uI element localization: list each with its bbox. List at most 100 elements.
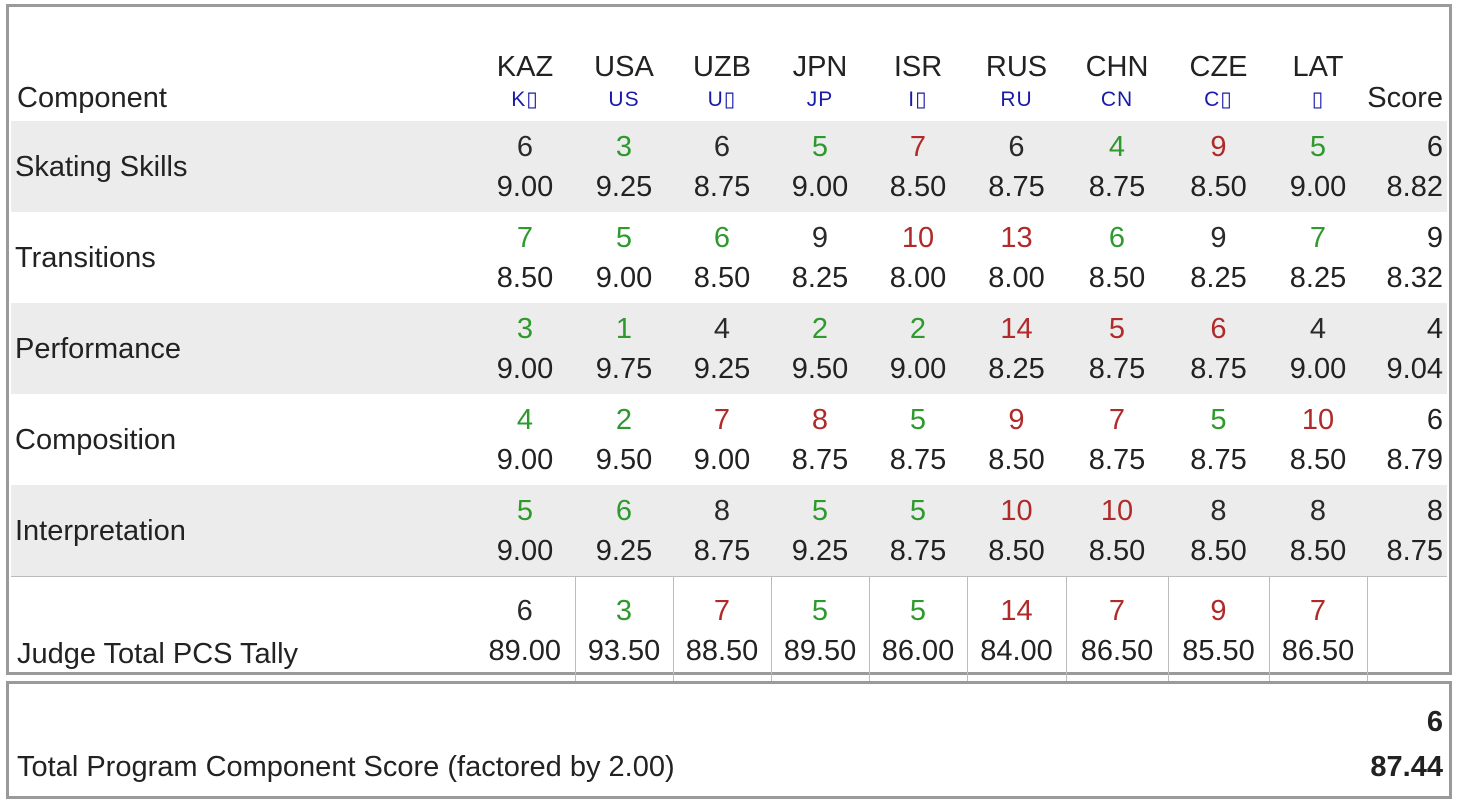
- judge-mark: 8.00: [988, 261, 1045, 294]
- component-score-cell: 9 8.32: [1367, 212, 1447, 303]
- judge-rank: 10: [1301, 403, 1335, 436]
- tally-rank: 7: [1108, 595, 1126, 627]
- judge-rank: 5: [516, 494, 534, 527]
- judge-cell: 1 9.75: [575, 303, 673, 394]
- score-value: 8.75: [1386, 534, 1443, 567]
- judge-cell: 5 8.75: [869, 394, 967, 485]
- judge-cell: 6 9.00: [475, 121, 575, 212]
- judge-mark: 9.00: [496, 352, 554, 385]
- score-rank: 8: [1426, 494, 1443, 527]
- total-panel: 6 Total Program Component Score (factore…: [6, 681, 1452, 799]
- judge-mark: 8.75: [1088, 170, 1146, 203]
- score-rank: 9: [1426, 221, 1443, 254]
- tally-cell: 7 86.50: [1268, 576, 1367, 685]
- judge-mark: 8.50: [889, 170, 947, 203]
- judge-cell: 9 8.50: [967, 394, 1066, 485]
- judge-mark: 8.50: [1289, 443, 1347, 476]
- judge-cell: 10 8.50: [1066, 485, 1168, 577]
- judge-cell: 4 9.25: [673, 303, 771, 394]
- judge-rank: 6: [615, 494, 633, 527]
- judge-mark: 9.75: [595, 352, 653, 385]
- component-row: Transitions 7 8.50 5 9.00 6 8.50 9 8.25 10 8.00 13 8…: [11, 212, 1447, 303]
- header-row: Component KAZ K▯ USA US UZB U▯ JPN: [11, 7, 1447, 121]
- judge-cell: 7 9.00: [673, 394, 771, 485]
- country-code: CZE: [1189, 51, 1248, 83]
- tally-rank: 7: [713, 595, 731, 627]
- judge-rank: 5: [1210, 403, 1227, 436]
- judge-mark: 8.00: [889, 261, 947, 294]
- judge-rank: 2: [811, 312, 829, 345]
- judge-mark: 9.00: [496, 534, 554, 567]
- judge-header-lat: LAT ▯: [1269, 7, 1367, 121]
- country-code: KAZ: [496, 51, 554, 83]
- judge-cell: 10 8.50: [967, 485, 1066, 577]
- judge-cell: 2 9.50: [771, 303, 869, 394]
- tally-mark: 86.50: [1080, 635, 1154, 667]
- country-code: RUS: [985, 51, 1048, 83]
- judge-rank: 6: [713, 130, 731, 163]
- judge-cell: 8 8.50: [1168, 485, 1269, 577]
- judge-cell: 6 8.75: [673, 121, 771, 212]
- judge-rank: 9: [1210, 221, 1227, 254]
- tally-cell: 7 86.50: [1065, 576, 1168, 685]
- judge-cell: 8 8.75: [673, 485, 771, 577]
- component-row: Skating Skills 6 9.00 3 9.25 6 8.75 5 9.00 7 8.50 6…: [11, 121, 1447, 212]
- component-header: Component: [17, 82, 167, 114]
- judge-mark: 9.00: [1289, 352, 1347, 385]
- judge-header-uzb: UZB U▯: [673, 7, 771, 121]
- judge-cell: 13 8.00: [967, 212, 1066, 303]
- total-label: Total Program Component Score (factored …: [17, 751, 675, 783]
- judge-header-usa: USA US: [575, 7, 673, 121]
- component-name: Transitions: [15, 241, 156, 274]
- judge-mark: 8.50: [988, 443, 1045, 476]
- tally-empty-cell: [1366, 576, 1447, 685]
- component-name: Composition: [15, 423, 177, 456]
- tally-mark: 89.00: [488, 635, 562, 667]
- country-code: CHN: [1085, 51, 1149, 83]
- judge-mark: 8.75: [889, 534, 947, 567]
- flag-icon: I▯: [908, 88, 928, 111]
- judge-mark: 9.25: [595, 170, 653, 203]
- judge-mark: 8.50: [988, 534, 1045, 567]
- judge-cell: 9 8.50: [1168, 121, 1269, 212]
- judge-rank: 5: [615, 221, 633, 254]
- judge-mark: 8.75: [889, 443, 947, 476]
- tally-rank: 7: [1309, 595, 1327, 627]
- score-rank: 6: [1426, 403, 1443, 436]
- judge-cell: 4 9.00: [1269, 303, 1367, 394]
- judge-mark: 9.25: [693, 352, 751, 385]
- judge-mark: 9.00: [496, 443, 554, 476]
- flag-icon: US: [608, 88, 640, 111]
- judge-cell: 7 8.50: [475, 212, 575, 303]
- judge-rank: 6: [1108, 221, 1126, 254]
- component-row: Interpretation 5 9.00 6 9.25 8 8.75 5 9.25 5 8.75 1…: [11, 485, 1447, 577]
- judge-cell: 5 8.75: [1168, 394, 1269, 485]
- judge-rank: 8: [713, 494, 731, 527]
- judge-rank: 6: [1008, 130, 1025, 163]
- total-value: 87.44: [1370, 751, 1443, 783]
- judge-cell: 7 8.75: [1066, 394, 1168, 485]
- judge-mark: 8.75: [693, 170, 751, 203]
- judge-mark: 9.00: [791, 170, 849, 203]
- judge-cell: 7 8.25: [1269, 212, 1367, 303]
- judge-rank: 7: [909, 130, 927, 163]
- component-rows: Skating Skills 6 9.00 3 9.25 6 8.75 5 9.00 7 8.50 6…: [11, 121, 1447, 577]
- judge-cell: 5 9.00: [771, 121, 869, 212]
- judge-cell: 6 8.50: [673, 212, 771, 303]
- component-score-cell: 6 8.79: [1367, 394, 1447, 485]
- judge-mark: 9.00: [1289, 170, 1347, 203]
- country-code: UZB: [693, 51, 751, 83]
- judge-mark: 8.75: [1190, 443, 1247, 476]
- judge-rank: 6: [1210, 312, 1227, 345]
- judge-rank: 3: [615, 130, 633, 163]
- judge-rank: 13: [1000, 221, 1033, 254]
- score-rank: 4: [1426, 312, 1443, 345]
- judge-cell: 6 8.50: [1066, 212, 1168, 303]
- flag-icon: CN: [1100, 88, 1134, 111]
- judge-mark: 9.00: [693, 443, 751, 476]
- judge-cell: 14 8.25: [967, 303, 1066, 394]
- judge-rank: 9: [811, 221, 829, 254]
- judge-header-chn: CHN CN: [1066, 7, 1168, 121]
- judge-cell: 5 9.00: [1269, 121, 1367, 212]
- judge-rank: 4: [713, 312, 731, 345]
